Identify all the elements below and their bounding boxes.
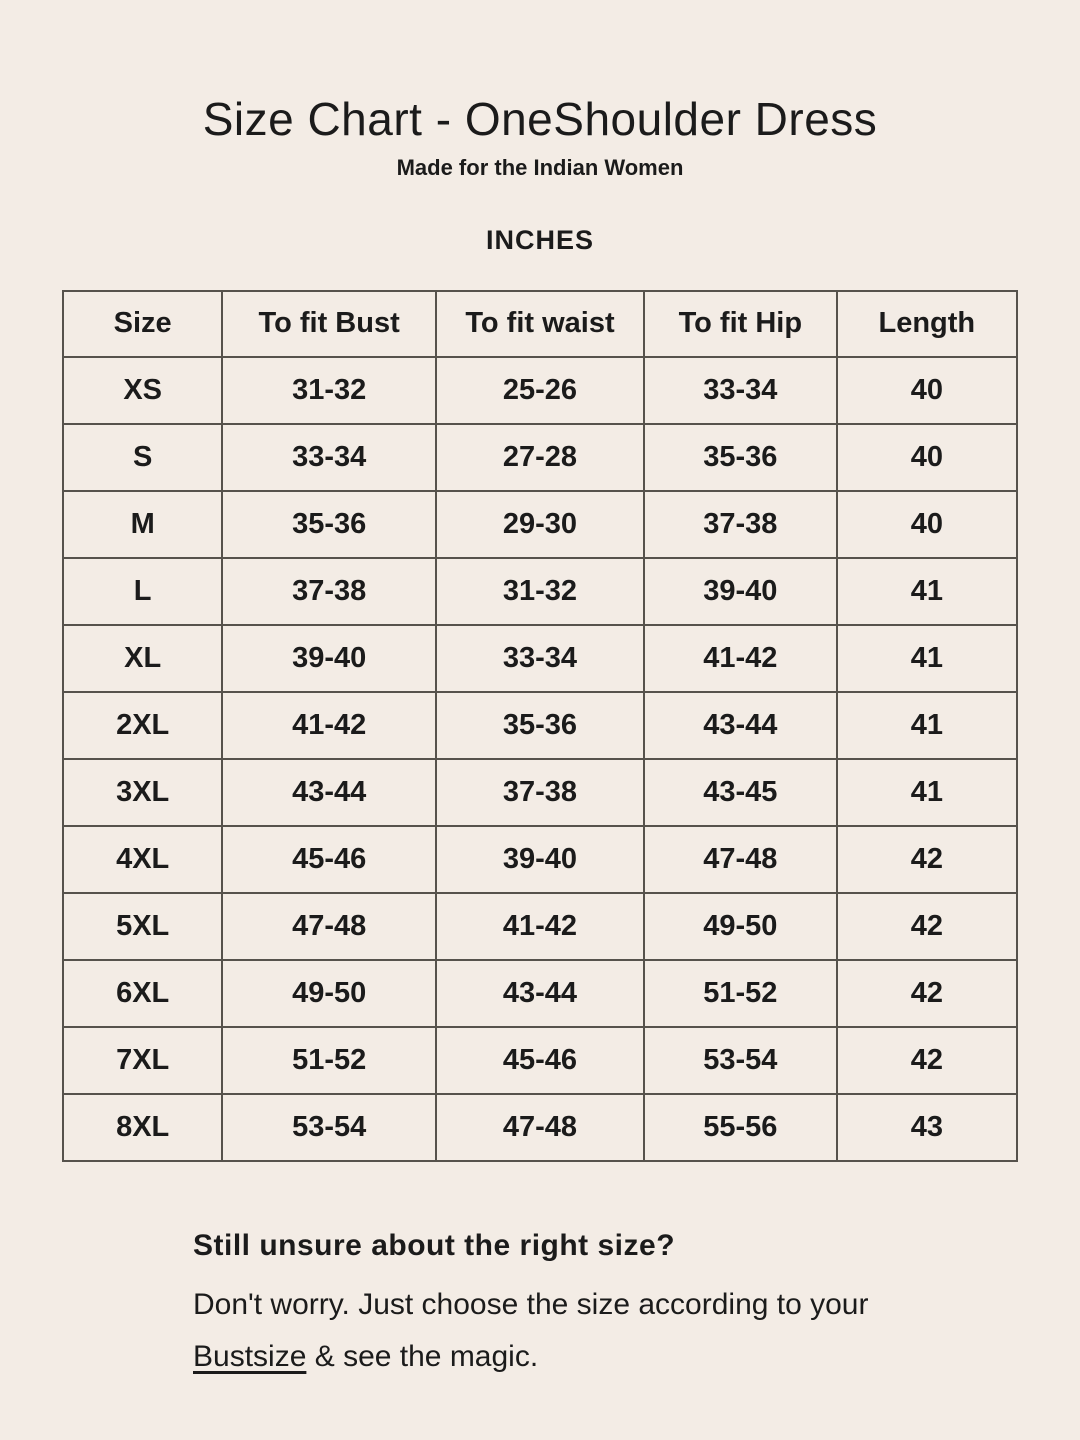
column-header-hip: To fit Hip [642,289,838,358]
column-header-bust: To fit Bust [221,289,437,358]
size-cell: L [61,556,224,626]
measurement-cell: 33-34 [642,355,838,425]
unit-label: INCHES [485,224,594,255]
size-cell: XS [61,355,224,425]
measurement-cell: 35-36 [221,489,437,559]
measurement-cell: 43-44 [435,958,645,1028]
column-header-size: Size [61,289,224,358]
measurement-cell: 47-48 [642,824,838,894]
measurement-cell: 35-36 [642,422,838,492]
table-header-row: Size To fit Bust To fit waist To fit Hip… [61,289,1019,358]
table-row: 5XL 47-48 41-42 49-50 42 [61,891,1019,961]
footer-line-1: Don't worry. Just choose the size accord… [193,1288,869,1322]
measurement-cell: 27-28 [435,422,645,492]
measurement-cell: 33-34 [221,422,437,492]
column-header-waist: To fit waist [435,289,645,358]
measurement-cell: 53-54 [221,1092,437,1162]
measurement-cell: 40 [835,489,1019,559]
measurement-cell: 25-26 [435,355,645,425]
measurement-cell: 41 [835,556,1019,626]
bustsize-underlined-text: Bustsize [193,1339,307,1373]
table-row: 8XL 53-54 47-48 55-56 43 [61,1092,1019,1162]
measurement-cell: 35-36 [435,690,645,760]
measurement-cell: 41-42 [221,690,437,760]
size-cell: 5XL [61,891,224,961]
footer-line-2: Bustsize & see the magic. [193,1331,1080,1383]
measurement-cell: 43 [835,1092,1019,1162]
size-cell: 7XL [61,1025,224,1095]
measurement-cell: 37-38 [435,757,645,827]
measurement-cell: 45-46 [221,824,437,894]
measurement-cell: 55-56 [642,1092,838,1162]
table-row: 6XL 49-50 43-44 51-52 42 [61,958,1019,1028]
measurement-cell: 31-32 [221,355,437,425]
measurement-cell: 41-42 [642,623,838,693]
size-cell: XL [61,623,224,693]
measurement-cell: 39-40 [435,824,645,894]
table-row: 7XL 51-52 45-46 53-54 42 [61,1025,1019,1095]
measurement-cell: 42 [835,1025,1019,1095]
measurement-cell: 37-38 [221,556,437,626]
measurement-cell: 41 [835,623,1019,693]
measurement-cell: 47-48 [435,1092,645,1162]
table-row: M 35-36 29-30 37-38 40 [61,489,1019,559]
size-cell: 8XL [61,1092,224,1162]
measurement-cell: 49-50 [642,891,838,961]
measurement-cell: 31-32 [435,556,645,626]
measurement-cell: 29-30 [435,489,645,559]
measurement-cell: 41 [835,690,1019,760]
measurement-cell: 47-48 [221,891,437,961]
size-cell: 6XL [61,958,224,1028]
table-row: XS 31-32 25-26 33-34 40 [61,355,1019,425]
table-row: XL 39-40 33-34 41-42 41 [61,623,1019,693]
size-table: Size To fit Bust To fit waist To fit Hip… [61,289,1019,1162]
measurement-cell: 40 [835,355,1019,425]
measurement-cell: 42 [835,891,1019,961]
measurement-cell: 40 [835,422,1019,492]
measurement-cell: 33-34 [435,623,645,693]
measurement-cell: 43-44 [642,690,838,760]
measurement-cell: 45-46 [435,1025,645,1095]
size-cell: 3XL [61,757,224,827]
size-cell: S [61,422,224,492]
table-row: L 37-38 31-32 39-40 41 [61,556,1019,626]
measurement-cell: 39-40 [642,556,838,626]
column-header-length: Length [835,289,1019,358]
size-cell: 2XL [61,690,224,760]
footer-heading: Still unsure about the right size? [193,1228,676,1262]
table-row: S 33-34 27-28 35-36 40 [61,422,1019,492]
table-row: 3XL 43-44 37-38 43-45 41 [61,757,1019,827]
measurement-cell: 53-54 [642,1025,838,1095]
page-title: Size Chart - OneShoulder Dress [202,93,878,145]
measurement-cell: 51-52 [642,958,838,1028]
measurement-cell: 41-42 [435,891,645,961]
measurement-cell: 51-52 [221,1025,437,1095]
size-cell: M [61,489,224,559]
size-cell: 4XL [61,824,224,894]
measurement-cell: 39-40 [221,623,437,693]
page-subtitle: Made for the Indian Women [396,154,684,180]
measurement-cell: 43-44 [221,757,437,827]
table-row: 2XL 41-42 35-36 43-44 41 [61,690,1019,760]
table-row: 4XL 45-46 39-40 47-48 42 [61,824,1019,894]
measurement-cell: 41 [835,757,1019,827]
measurement-cell: 43-45 [642,757,838,827]
measurement-cell: 42 [835,958,1019,1028]
measurement-cell: 49-50 [221,958,437,1028]
footer: Still unsure about the right size? Don't… [193,1220,1080,1383]
measurement-cell: 42 [835,824,1019,894]
measurement-cell: 37-38 [642,489,838,559]
footer-line-2-rest: & see the magic. [306,1339,539,1373]
